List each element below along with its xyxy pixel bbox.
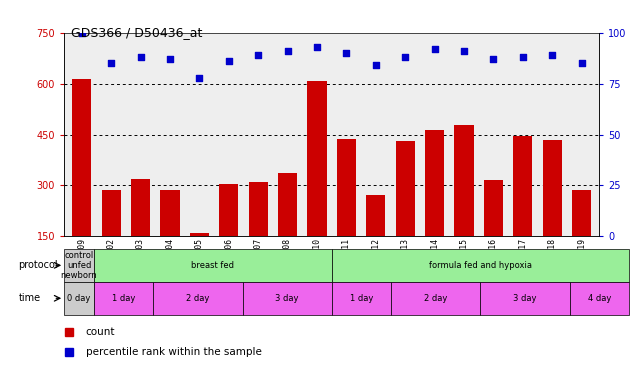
Text: 2 day: 2 day — [424, 294, 447, 303]
Text: percentile rank within the sample: percentile rank within the sample — [85, 347, 262, 357]
Bar — [94, 282, 153, 315]
Text: formula fed and hypoxia: formula fed and hypoxia — [429, 261, 532, 270]
Bar — [425, 130, 444, 236]
Bar — [454, 125, 474, 236]
Text: breast fed: breast fed — [191, 261, 234, 270]
Point — [341, 51, 351, 56]
Bar — [219, 184, 238, 236]
Bar — [278, 173, 297, 236]
Text: GDS366 / D50436_at: GDS366 / D50436_at — [71, 26, 202, 39]
Point — [547, 52, 558, 58]
Bar — [391, 282, 480, 315]
Point — [370, 63, 381, 68]
Point — [253, 52, 263, 58]
Bar — [94, 249, 332, 282]
Point — [576, 60, 587, 66]
Point — [165, 56, 175, 62]
Bar — [101, 190, 121, 236]
Bar — [332, 249, 629, 282]
Bar — [308, 81, 326, 236]
Point — [224, 59, 234, 64]
Text: 2 day: 2 day — [187, 294, 210, 303]
Bar — [395, 141, 415, 236]
Point — [106, 60, 116, 66]
Text: control
unfed
newborn: control unfed newborn — [61, 251, 97, 280]
Point — [459, 48, 469, 54]
Text: count: count — [85, 327, 115, 337]
Text: time: time — [19, 293, 41, 303]
Text: protocol: protocol — [19, 260, 58, 270]
Bar — [484, 180, 503, 236]
Bar — [249, 182, 268, 236]
Bar — [572, 190, 591, 236]
Bar — [64, 282, 94, 315]
Bar — [64, 249, 94, 282]
Point — [77, 30, 87, 36]
Bar — [570, 282, 629, 315]
Bar — [153, 282, 242, 315]
Point — [194, 75, 204, 81]
Bar — [190, 234, 209, 236]
Bar — [131, 179, 150, 236]
Point — [400, 55, 410, 60]
Bar — [242, 282, 332, 315]
Bar — [332, 282, 391, 315]
Point — [283, 48, 293, 54]
Bar — [72, 79, 91, 236]
Bar — [337, 139, 356, 236]
Bar — [543, 139, 562, 236]
Text: 4 day: 4 day — [588, 294, 611, 303]
Bar — [366, 195, 385, 236]
Text: 3 day: 3 day — [513, 294, 537, 303]
Bar — [513, 135, 533, 236]
Point — [429, 46, 440, 52]
Bar — [480, 282, 570, 315]
Point — [518, 55, 528, 60]
Bar — [160, 190, 179, 236]
Point — [135, 55, 146, 60]
Text: 3 day: 3 day — [276, 294, 299, 303]
Point — [312, 44, 322, 50]
Text: 1 day: 1 day — [350, 294, 373, 303]
Text: 0 day: 0 day — [67, 294, 90, 303]
Point — [488, 56, 499, 62]
Text: 1 day: 1 day — [112, 294, 135, 303]
